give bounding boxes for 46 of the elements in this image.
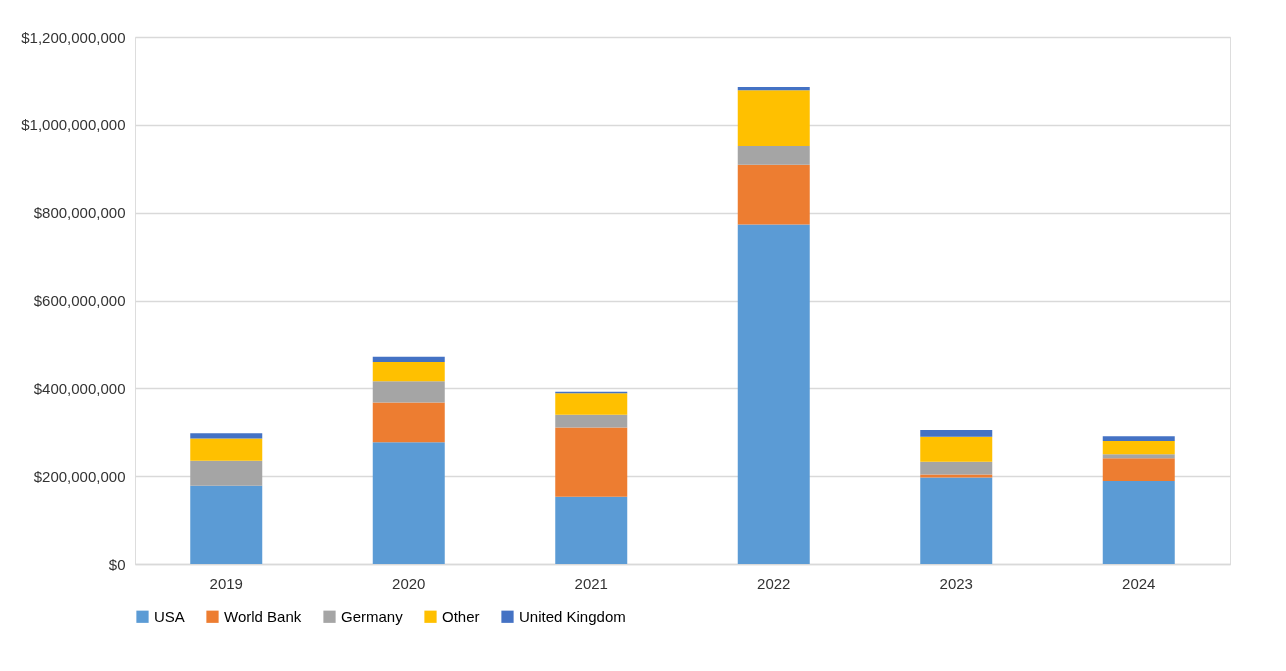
- x-tick-label: 2024: [1122, 574, 1156, 592]
- legend-label: USA: [154, 607, 185, 625]
- x-tick-label: 2022: [757, 574, 791, 592]
- bar: [372, 361, 445, 382]
- y-tick-label: $400,000,000: [33, 379, 126, 397]
- legend-label: Germany: [341, 607, 404, 625]
- bar: [737, 87, 810, 91]
- bar: [737, 90, 810, 146]
- y-tick-label: $600,000,000: [33, 292, 126, 309]
- bar: [920, 477, 993, 564]
- bar: [1102, 454, 1175, 459]
- bar: [920, 474, 993, 478]
- x-tick-label: 2019: [209, 574, 243, 592]
- y-tick-label: $0: [108, 555, 126, 573]
- x-tick-label: 2023: [939, 574, 973, 592]
- legend-label: United Kingdom: [519, 607, 626, 625]
- bar: [920, 461, 993, 475]
- legend-label: Other: [442, 607, 480, 625]
- bar: [920, 430, 993, 437]
- bar: [1102, 458, 1175, 481]
- bar: [190, 433, 263, 439]
- y-tick-label: $1,000,000,000: [21, 116, 126, 134]
- bar: [555, 496, 628, 564]
- x-tick-label: 2020: [392, 574, 426, 592]
- y-tick-label: $1,200,000,000: [21, 28, 126, 46]
- y-tick-label: $200,000,000: [33, 467, 126, 485]
- bar: [372, 356, 445, 362]
- bar: [372, 442, 445, 564]
- bar: [555, 393, 628, 415]
- bar: [190, 485, 263, 564]
- bar: [737, 145, 810, 165]
- bar: [555, 414, 628, 428]
- y-tick-label: $800,000,000: [33, 204, 126, 222]
- bar: [190, 438, 263, 461]
- x-tick-label: 2021: [574, 574, 608, 592]
- bar: [737, 224, 810, 564]
- bar: [555, 427, 628, 497]
- bar: [372, 402, 445, 443]
- bar: [372, 381, 445, 403]
- bar: [190, 460, 263, 486]
- bar: [920, 436, 993, 462]
- bar: [1102, 441, 1175, 455]
- bar: [737, 164, 810, 225]
- bar: [1102, 481, 1175, 564]
- legend-label: World Bank: [224, 607, 302, 625]
- bar: [1102, 436, 1175, 442]
